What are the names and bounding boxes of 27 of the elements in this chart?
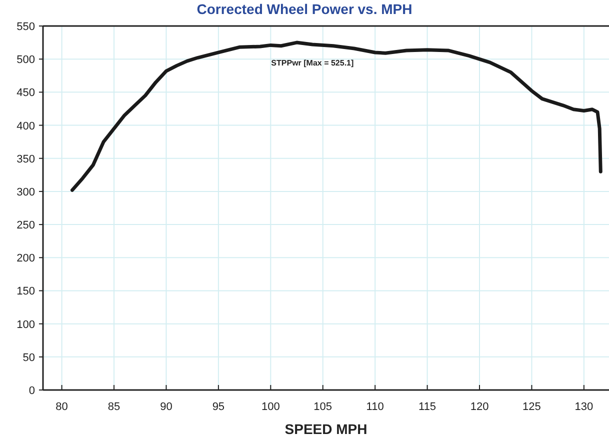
x-tick-label: 115: [418, 401, 436, 413]
x-axis-title: SPEED MPH: [284, 421, 368, 437]
x-tick-label: 130: [574, 401, 594, 413]
y-tick-label: 550: [16, 21, 35, 33]
x-tick-label: 100: [261, 401, 280, 413]
y-tick-label: 300: [16, 186, 35, 198]
y-tick-label: 0: [28, 385, 35, 397]
x-tick-label: 105: [314, 401, 332, 413]
x-tick-label: 90: [160, 401, 172, 413]
x-tick-label: 95: [212, 401, 225, 413]
y-tick-label: 100: [16, 318, 35, 331]
y-tick-label: 250: [16, 220, 35, 232]
y-tick-label: 50: [22, 352, 35, 364]
x-tick-label: 125: [522, 401, 541, 413]
y-tick-label: 350: [16, 153, 35, 166]
y-tick-label: 150: [16, 286, 35, 298]
y-tick-label: 450: [16, 87, 35, 100]
x-tick-label: 110: [366, 401, 384, 413]
y-tick-label: 200: [16, 252, 35, 265]
y-tick-label: 500: [16, 54, 35, 66]
x-tick-label: 85: [108, 401, 120, 413]
line-series: [70, 40, 602, 192]
series-label: STPPwr [Max = 525.1]: [271, 58, 354, 68]
chart-title: Corrected Wheel Power vs. MPH: [196, 1, 412, 17]
y-tick-label: 400: [16, 120, 35, 132]
x-tick-label: 120: [470, 401, 489, 413]
x-tick-label: 80: [56, 401, 68, 413]
